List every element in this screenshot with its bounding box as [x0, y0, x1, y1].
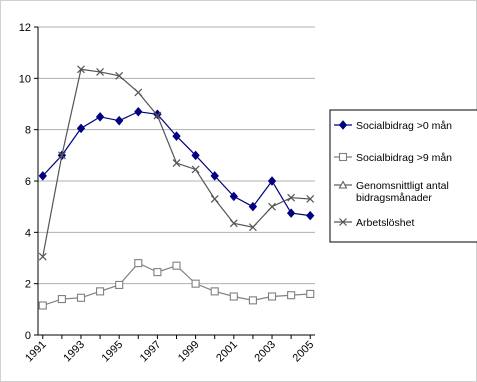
point-marker	[38, 301, 47, 310]
point-marker	[95, 112, 105, 122]
legend-label: Socialbidrag >0 mån	[356, 120, 452, 132]
point-marker	[172, 159, 181, 167]
point-marker	[76, 123, 86, 134]
point-marker	[306, 195, 315, 203]
point-marker	[248, 296, 257, 305]
point-marker	[248, 201, 258, 212]
y-tick-label: 0	[25, 330, 31, 342]
point-marker	[338, 180, 348, 189]
legend-item: Socialbidrag >9 mån	[334, 152, 452, 164]
point-marker	[191, 165, 200, 174]
legend-item: Arbetslöshet	[334, 217, 414, 229]
point-marker	[191, 279, 200, 288]
point-marker	[248, 223, 257, 232]
point-marker	[210, 171, 219, 181]
legend: Socialbidrag >0 mån Socialbidrag >9 mån Ge…	[329, 109, 477, 243]
y-axis-ticks: 0 2 4 6 8 10 12	[19, 22, 38, 342]
legend-label: Socialbidrag >9 mån	[356, 152, 452, 164]
point-marker	[210, 195, 219, 203]
point-marker	[96, 67, 105, 76]
point-marker	[286, 208, 296, 218]
legend-label: bidragsmånader	[356, 192, 432, 204]
point-marker	[172, 261, 181, 270]
y-tick-label: 8	[25, 125, 31, 137]
point-marker	[229, 191, 238, 202]
y-tick-label: 6	[25, 176, 31, 188]
point-marker	[115, 280, 124, 290]
point-marker	[338, 120, 348, 130]
point-marker	[134, 259, 143, 268]
point-marker	[229, 219, 238, 228]
point-marker	[267, 292, 277, 301]
point-marker	[306, 289, 315, 298]
legend-item: Socialbidrag >0 mån	[334, 120, 452, 132]
legend-box	[329, 109, 477, 243]
y-tick-label: 4	[25, 227, 31, 239]
point-marker	[172, 131, 181, 141]
series-group	[38, 65, 315, 310]
point-marker	[267, 176, 277, 186]
point-marker	[57, 151, 66, 160]
point-marker	[268, 202, 276, 211]
point-marker	[306, 210, 315, 221]
point-marker	[153, 268, 162, 277]
y-tick-label: 2	[25, 279, 31, 291]
point-marker	[287, 193, 296, 202]
point-marker	[338, 152, 348, 162]
series-4	[38, 65, 315, 261]
point-marker	[96, 287, 105, 296]
point-marker	[115, 115, 124, 126]
legend-label: Genomsnittligt antal	[356, 180, 449, 192]
point-marker	[191, 150, 200, 161]
point-marker	[134, 106, 143, 117]
point-marker	[38, 171, 47, 181]
point-marker	[77, 65, 85, 74]
point-marker	[57, 295, 66, 304]
point-marker	[229, 292, 238, 301]
point-marker	[76, 293, 86, 302]
point-marker	[38, 252, 47, 261]
point-marker	[153, 111, 162, 120]
point-marker	[210, 287, 219, 296]
point-marker	[115, 71, 124, 80]
y-tick-label: 12	[19, 22, 31, 34]
point-marker	[287, 291, 296, 300]
point-marker	[134, 88, 143, 97]
point-marker	[339, 218, 347, 226]
series-2	[38, 259, 315, 310]
y-tick-label: 10	[19, 73, 31, 85]
legend-label: Arbetslöshet	[356, 217, 414, 229]
